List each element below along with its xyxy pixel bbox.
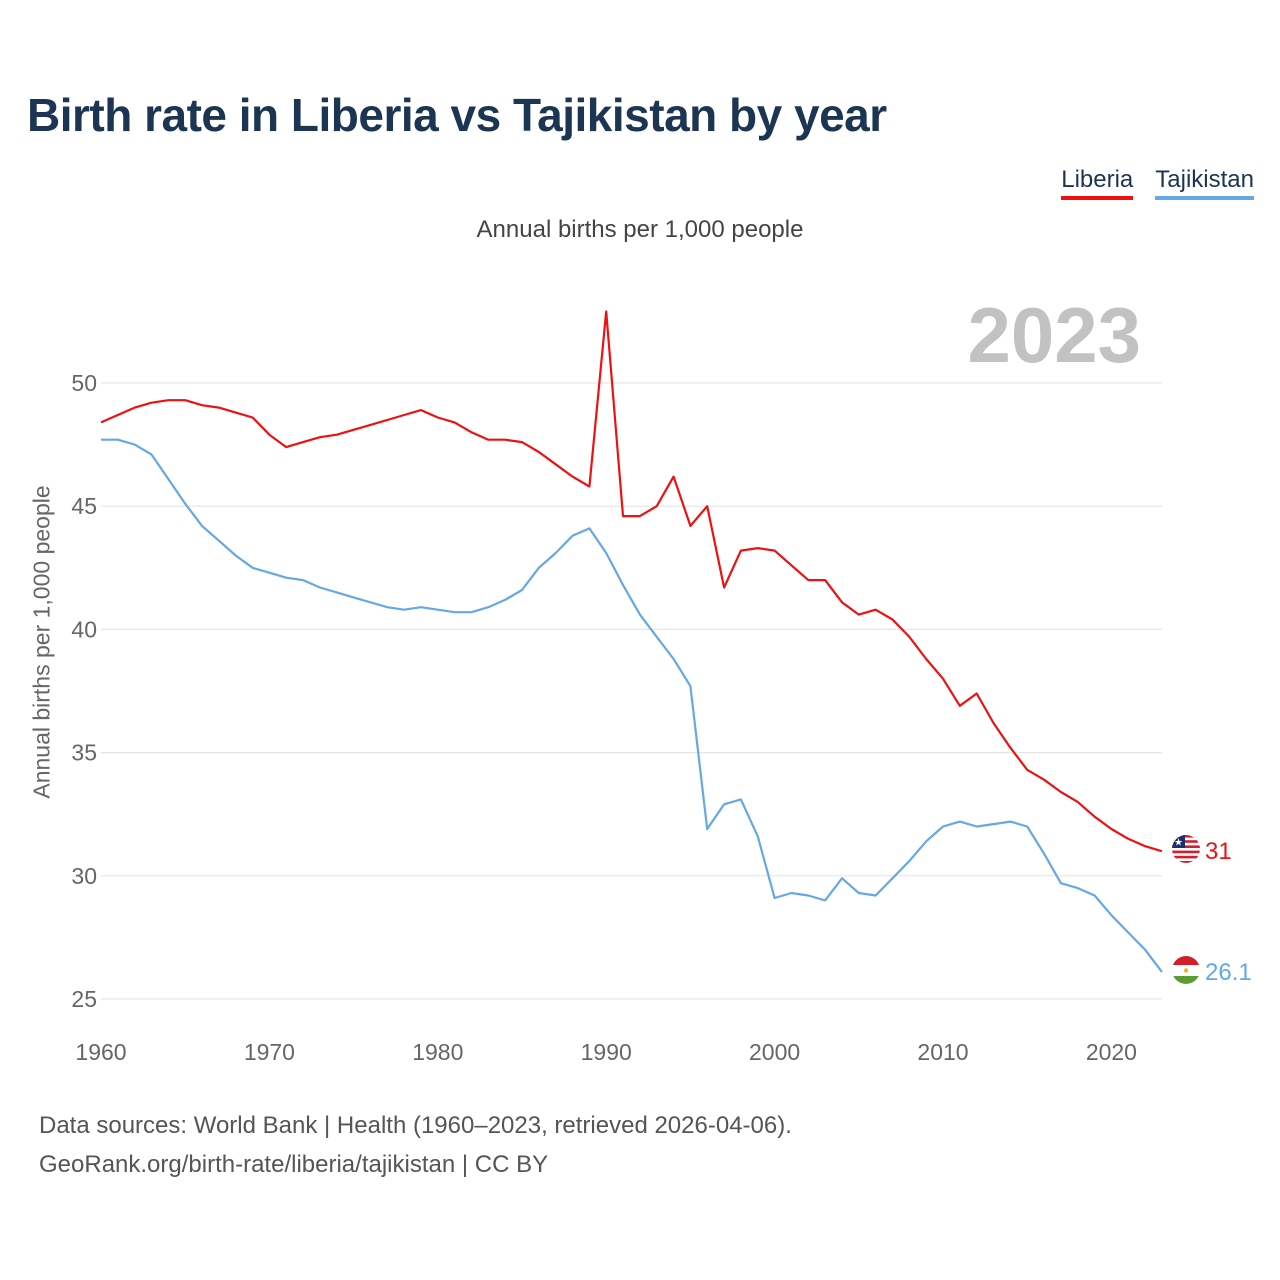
x-tick-label-2000: 2000 [749, 1039, 800, 1065]
y-tick-label-25: 25 [71, 986, 97, 1012]
series-line-liberia[interactable] [100, 310, 1163, 853]
legend-item-tajikistan[interactable]: Tajikistan [1155, 166, 1254, 200]
x-tick-label-1970: 1970 [244, 1039, 295, 1065]
y-tick-label-40: 40 [71, 616, 97, 642]
series-line-tajikistan[interactable] [101, 438, 1163, 973]
chart-title: Birth rate in Liberia vs Tajikistan by y… [27, 89, 887, 141]
end-label-liberia: 31 [1205, 838, 1232, 865]
liberia-flag-icon: ★ [1172, 835, 1200, 863]
source-line-1: Data sources: World Bank | Health (1960–… [39, 1112, 792, 1139]
y-tick-label-45: 45 [71, 493, 97, 519]
x-tick-label-1990: 1990 [581, 1039, 632, 1065]
source-line-2[interactable]: GeoRank.org/birth-rate/liberia/tajikista… [39, 1151, 549, 1178]
y-tick-label-35: 35 [71, 740, 97, 766]
x-tick-label-2010: 2010 [917, 1039, 968, 1065]
x-tick-label-1960: 1960 [75, 1039, 126, 1065]
end-label-tajikistan: 26.1 [1205, 959, 1252, 986]
source-note: Data sources: World Bank | Health (1960–… [39, 1106, 792, 1184]
chart-subtitle: Annual births per 1,000 people [476, 216, 804, 243]
year-display: 2023 [967, 291, 1141, 379]
x-tick-label-2020: 2020 [1086, 1039, 1137, 1065]
tajikistan-flag-icon [1172, 956, 1200, 984]
y-tick-label-50: 50 [71, 370, 97, 396]
svg-text:★: ★ [1174, 838, 1183, 849]
x-tick-label-1980: 1980 [412, 1039, 463, 1065]
legend-item-liberia[interactable]: Liberia [1061, 166, 1134, 200]
y-tick-label-30: 30 [71, 863, 97, 889]
legend: Liberia Tajikistan [1061, 166, 1254, 200]
